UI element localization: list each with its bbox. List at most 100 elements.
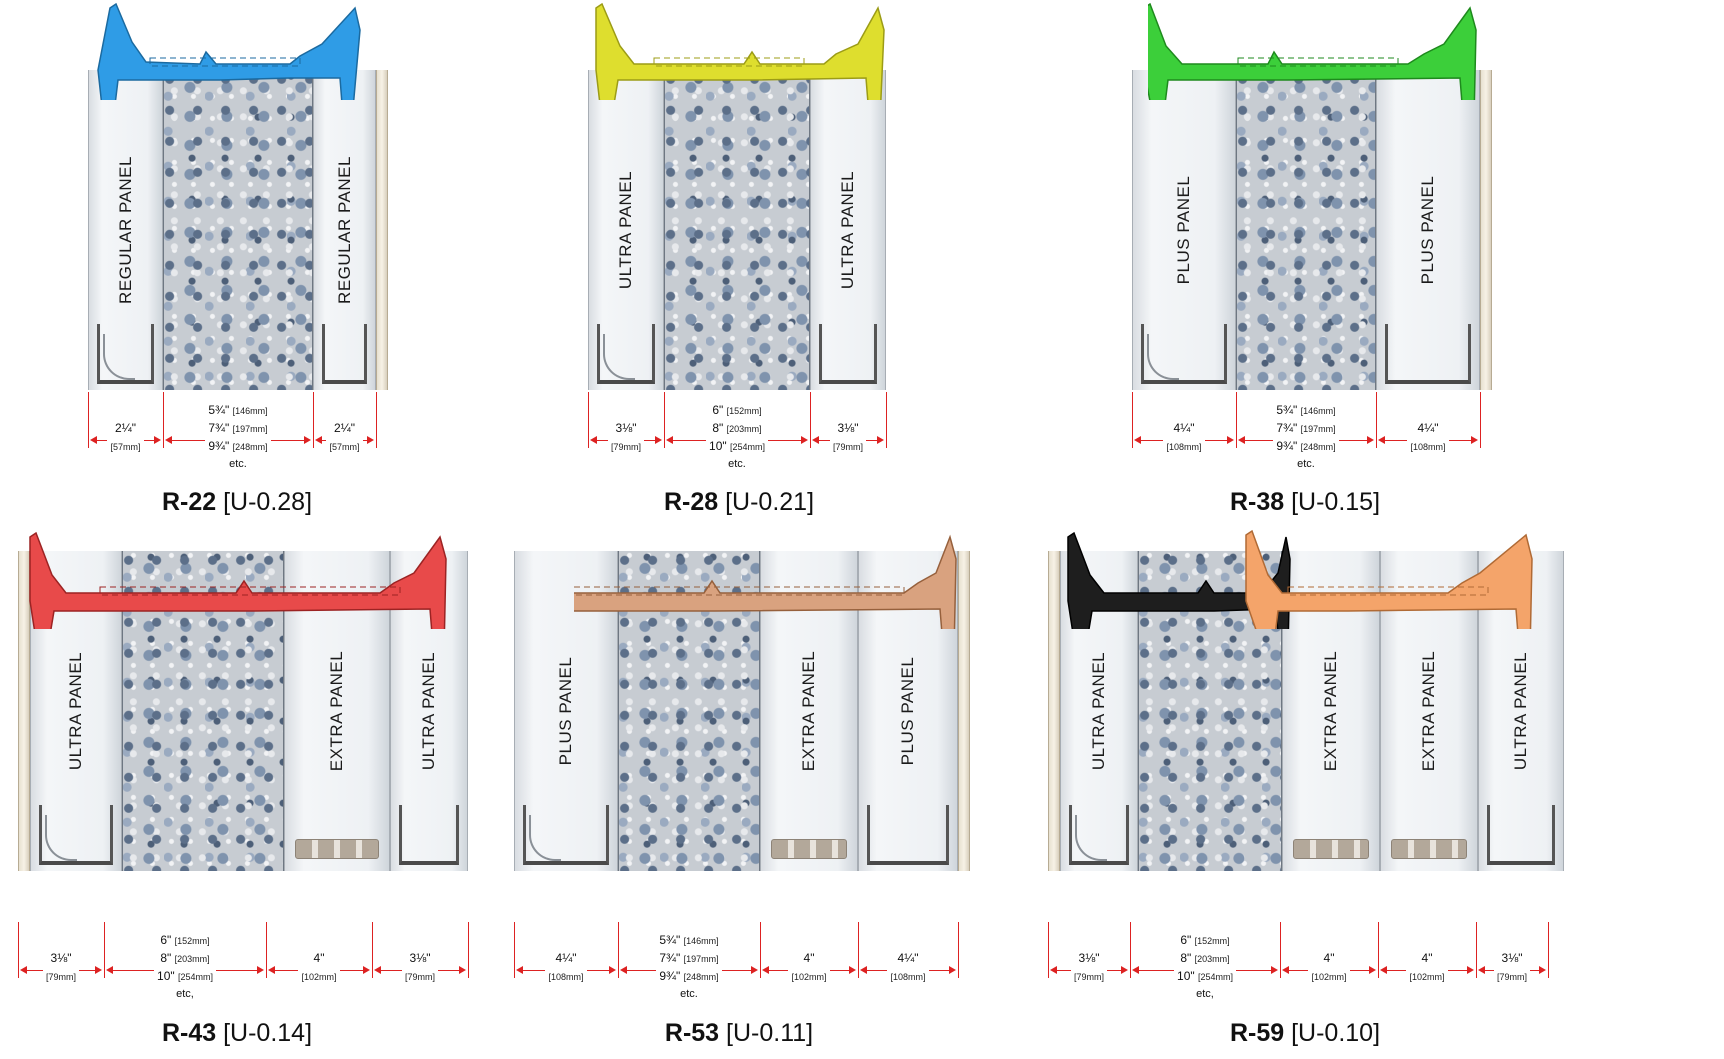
dim-etc: etc. — [728, 458, 746, 470]
dim-panel-right: 4¼" [108mm] — [1376, 402, 1480, 480]
dim-text: 4¼" [108mm] — [545, 950, 587, 986]
tie-body-light — [1245, 529, 1533, 629]
dim-panel-left: 2¼" [57mm] — [88, 402, 163, 480]
dim-core: 5¾" [146mm] 7¾" [197mm] 9¾" [248mm] etc. — [618, 932, 760, 1010]
dim-tick — [313, 392, 314, 448]
dim-panel-left: 3⅛" [79mm] — [18, 932, 104, 1010]
dim-tick — [266, 922, 267, 978]
tie-body — [574, 534, 957, 629]
form-tie — [29, 531, 447, 629]
tie-web-teeth — [1237, 57, 1399, 67]
dim-inches: 3⅛" — [1078, 951, 1100, 965]
dim-inches: 3⅛" — [50, 951, 72, 965]
r-value: R-28 — [663, 488, 719, 516]
dim-text: 4¼" [108mm] — [887, 950, 929, 986]
dim-mm: [254mm] — [729, 442, 765, 452]
panel-label: EXTRA PANEL — [327, 650, 346, 772]
panel-clip — [322, 324, 367, 384]
r-value: R-22 — [161, 488, 217, 516]
u-value: [U-0.28] — [223, 488, 313, 516]
dim-tick — [18, 922, 19, 978]
wall-section: ULTRA PANEL ULTRA PANEL — [588, 70, 888, 390]
dim-inches: 7¾" — [659, 951, 681, 965]
dim-tick — [886, 392, 887, 448]
dim-panel-right: 3⅛" [79mm] — [1476, 932, 1548, 1010]
dimension-bar: 3⅛" [79mm] 6" [152mm] 8" [203mm] 10" [25… — [1048, 922, 1549, 1012]
dim-mm: [146mm] — [683, 936, 719, 946]
panel-label: ULTRA PANEL — [66, 651, 85, 771]
dim-inches: 7¾" — [208, 421, 230, 435]
dimension-bar: 3⅛" [79mm] 6" [152mm] 8" [203mm] 10" [25… — [588, 392, 888, 482]
dim-tick — [1236, 392, 1237, 448]
panel-label: PLUS PANEL — [898, 656, 917, 766]
dim-tick — [376, 392, 377, 448]
tie-web-teeth — [149, 57, 301, 67]
dim-inches: 2¼" — [334, 421, 355, 435]
dim-tick — [618, 922, 619, 978]
dim-text: 5¾" [146mm] 7¾" [197mm] 9¾" [248mm] etc. — [205, 402, 271, 473]
dim-inches: 6" — [160, 933, 172, 947]
dim-inches: 9¾" — [659, 969, 681, 983]
dim-panel-left: 3⅛" [79mm] — [1048, 932, 1130, 1010]
dim-mm: [203mm] — [726, 424, 762, 434]
rating-caption: R-22 [U-0.28] — [0, 488, 524, 517]
dimension-bar: 2¼" [57mm] 5¾" [146mm] 7¾" [197mm] 9¾" [… — [88, 392, 388, 482]
dim-mm: [108mm] — [548, 972, 584, 982]
dim-mm: [57mm] — [329, 442, 360, 452]
dim-text: 6" [152mm] 8" [203mm] 10" [254mm] etc. — [706, 402, 768, 473]
panel-clip — [819, 324, 877, 384]
wall-finish-edge — [376, 70, 388, 390]
dim-inches: 9¾" — [208, 439, 230, 453]
dim-mm: [152mm] — [1194, 936, 1230, 946]
panel-label: ULTRA PANEL — [1089, 651, 1108, 771]
dim-mm: [108mm] — [890, 972, 926, 982]
dim-tick — [810, 392, 811, 448]
tie-body — [1148, 2, 1477, 100]
form-tie — [574, 534, 957, 629]
wall-finish-edge — [1048, 551, 1060, 871]
dim-mm: [79mm] — [832, 442, 863, 452]
dim-tick — [1476, 922, 1477, 978]
dim-panel-right: 3⅛" [79mm] — [372, 932, 468, 1010]
dim-text: 2¼" [57mm] — [107, 420, 144, 456]
dim-etc: etc, — [176, 988, 194, 1000]
dim-mm: [57mm] — [110, 442, 141, 452]
dim-inches: 8" — [160, 951, 172, 965]
panel-interlock-ridges — [1391, 839, 1467, 859]
form-tie-light — [1245, 529, 1533, 629]
dim-panel-left: 4¼" [108mm] — [1132, 402, 1236, 480]
tie-web-teeth — [1287, 586, 1489, 596]
dim-tick — [1480, 392, 1481, 448]
dim-tick — [1048, 922, 1049, 978]
panel-clip — [867, 805, 949, 865]
panel-right: PLUS PANEL — [1376, 70, 1480, 390]
rating-caption: R-43 [U-0.14] — [0, 1019, 524, 1048]
dim-inches: 6" — [712, 403, 724, 417]
wall-section: PLUS PANEL PLUS PANEL — [1132, 70, 1492, 390]
dim-tick — [1130, 922, 1131, 978]
dim-mm: [108mm] — [1166, 442, 1202, 452]
wall-finish-edge — [1480, 70, 1492, 390]
panel-right: REGULAR PANEL — [313, 70, 376, 390]
panel-label: PLUS PANEL — [556, 656, 575, 766]
tie-body — [97, 2, 361, 100]
dim-mm: [152mm] — [174, 936, 210, 946]
dim-inches: 8" — [1180, 951, 1192, 965]
dim-mm: [248mm] — [232, 442, 268, 452]
tie-web-teeth — [653, 57, 805, 67]
dim-core: 6" [152mm] 8" [203mm] 10" [254mm] etc, — [104, 932, 266, 1010]
dim-tick — [514, 922, 515, 978]
rating-caption: R-53 [U-0.11] — [452, 1019, 1026, 1048]
panel-label: EXTRA PANEL — [1321, 650, 1340, 772]
concrete-core — [664, 70, 810, 390]
panel-left: REGULAR PANEL — [88, 70, 163, 390]
dim-tick — [1378, 922, 1379, 978]
dim-inches: 4¼" — [1417, 421, 1439, 435]
dim-mm: [102mm] — [791, 972, 827, 982]
dim-tick — [858, 922, 859, 978]
dim-panel-left: 3⅛" [79mm] — [588, 402, 664, 480]
rating-caption: R-28 [U-0.21] — [452, 488, 1026, 517]
diagram-r59: ULTRA PANEL EXTRA PANEL EXTRA PANEL ULTR… — [1048, 529, 1722, 1058]
dim-mm: [146mm] — [232, 406, 268, 416]
tie-web-teeth — [574, 586, 905, 596]
